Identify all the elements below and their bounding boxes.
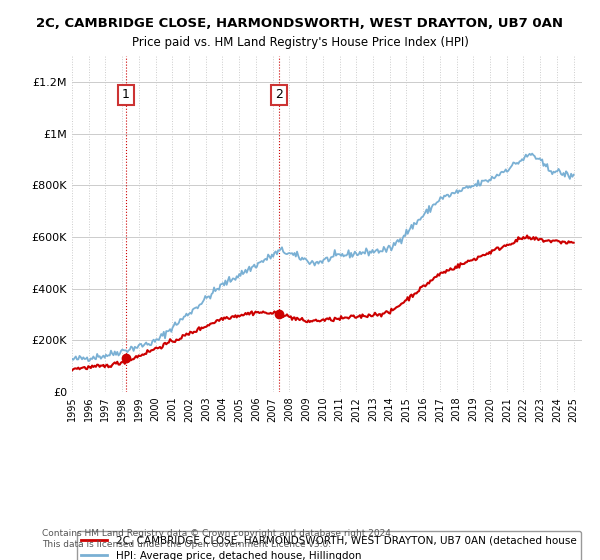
Legend: 2C, CAMBRIDGE CLOSE, HARMONDSWORTH, WEST DRAYTON, UB7 0AN (detached house, HPI: : 2C, CAMBRIDGE CLOSE, HARMONDSWORTH, WEST…: [77, 531, 581, 560]
Text: 2C, CAMBRIDGE CLOSE, HARMONDSWORTH, WEST DRAYTON, UB7 0AN: 2C, CAMBRIDGE CLOSE, HARMONDSWORTH, WEST…: [37, 17, 563, 30]
Text: Price paid vs. HM Land Registry's House Price Index (HPI): Price paid vs. HM Land Registry's House …: [131, 36, 469, 49]
Text: 2: 2: [275, 88, 283, 101]
Text: 1: 1: [122, 88, 130, 101]
Text: Contains HM Land Registry data © Crown copyright and database right 2024.
This d: Contains HM Land Registry data © Crown c…: [42, 529, 394, 549]
